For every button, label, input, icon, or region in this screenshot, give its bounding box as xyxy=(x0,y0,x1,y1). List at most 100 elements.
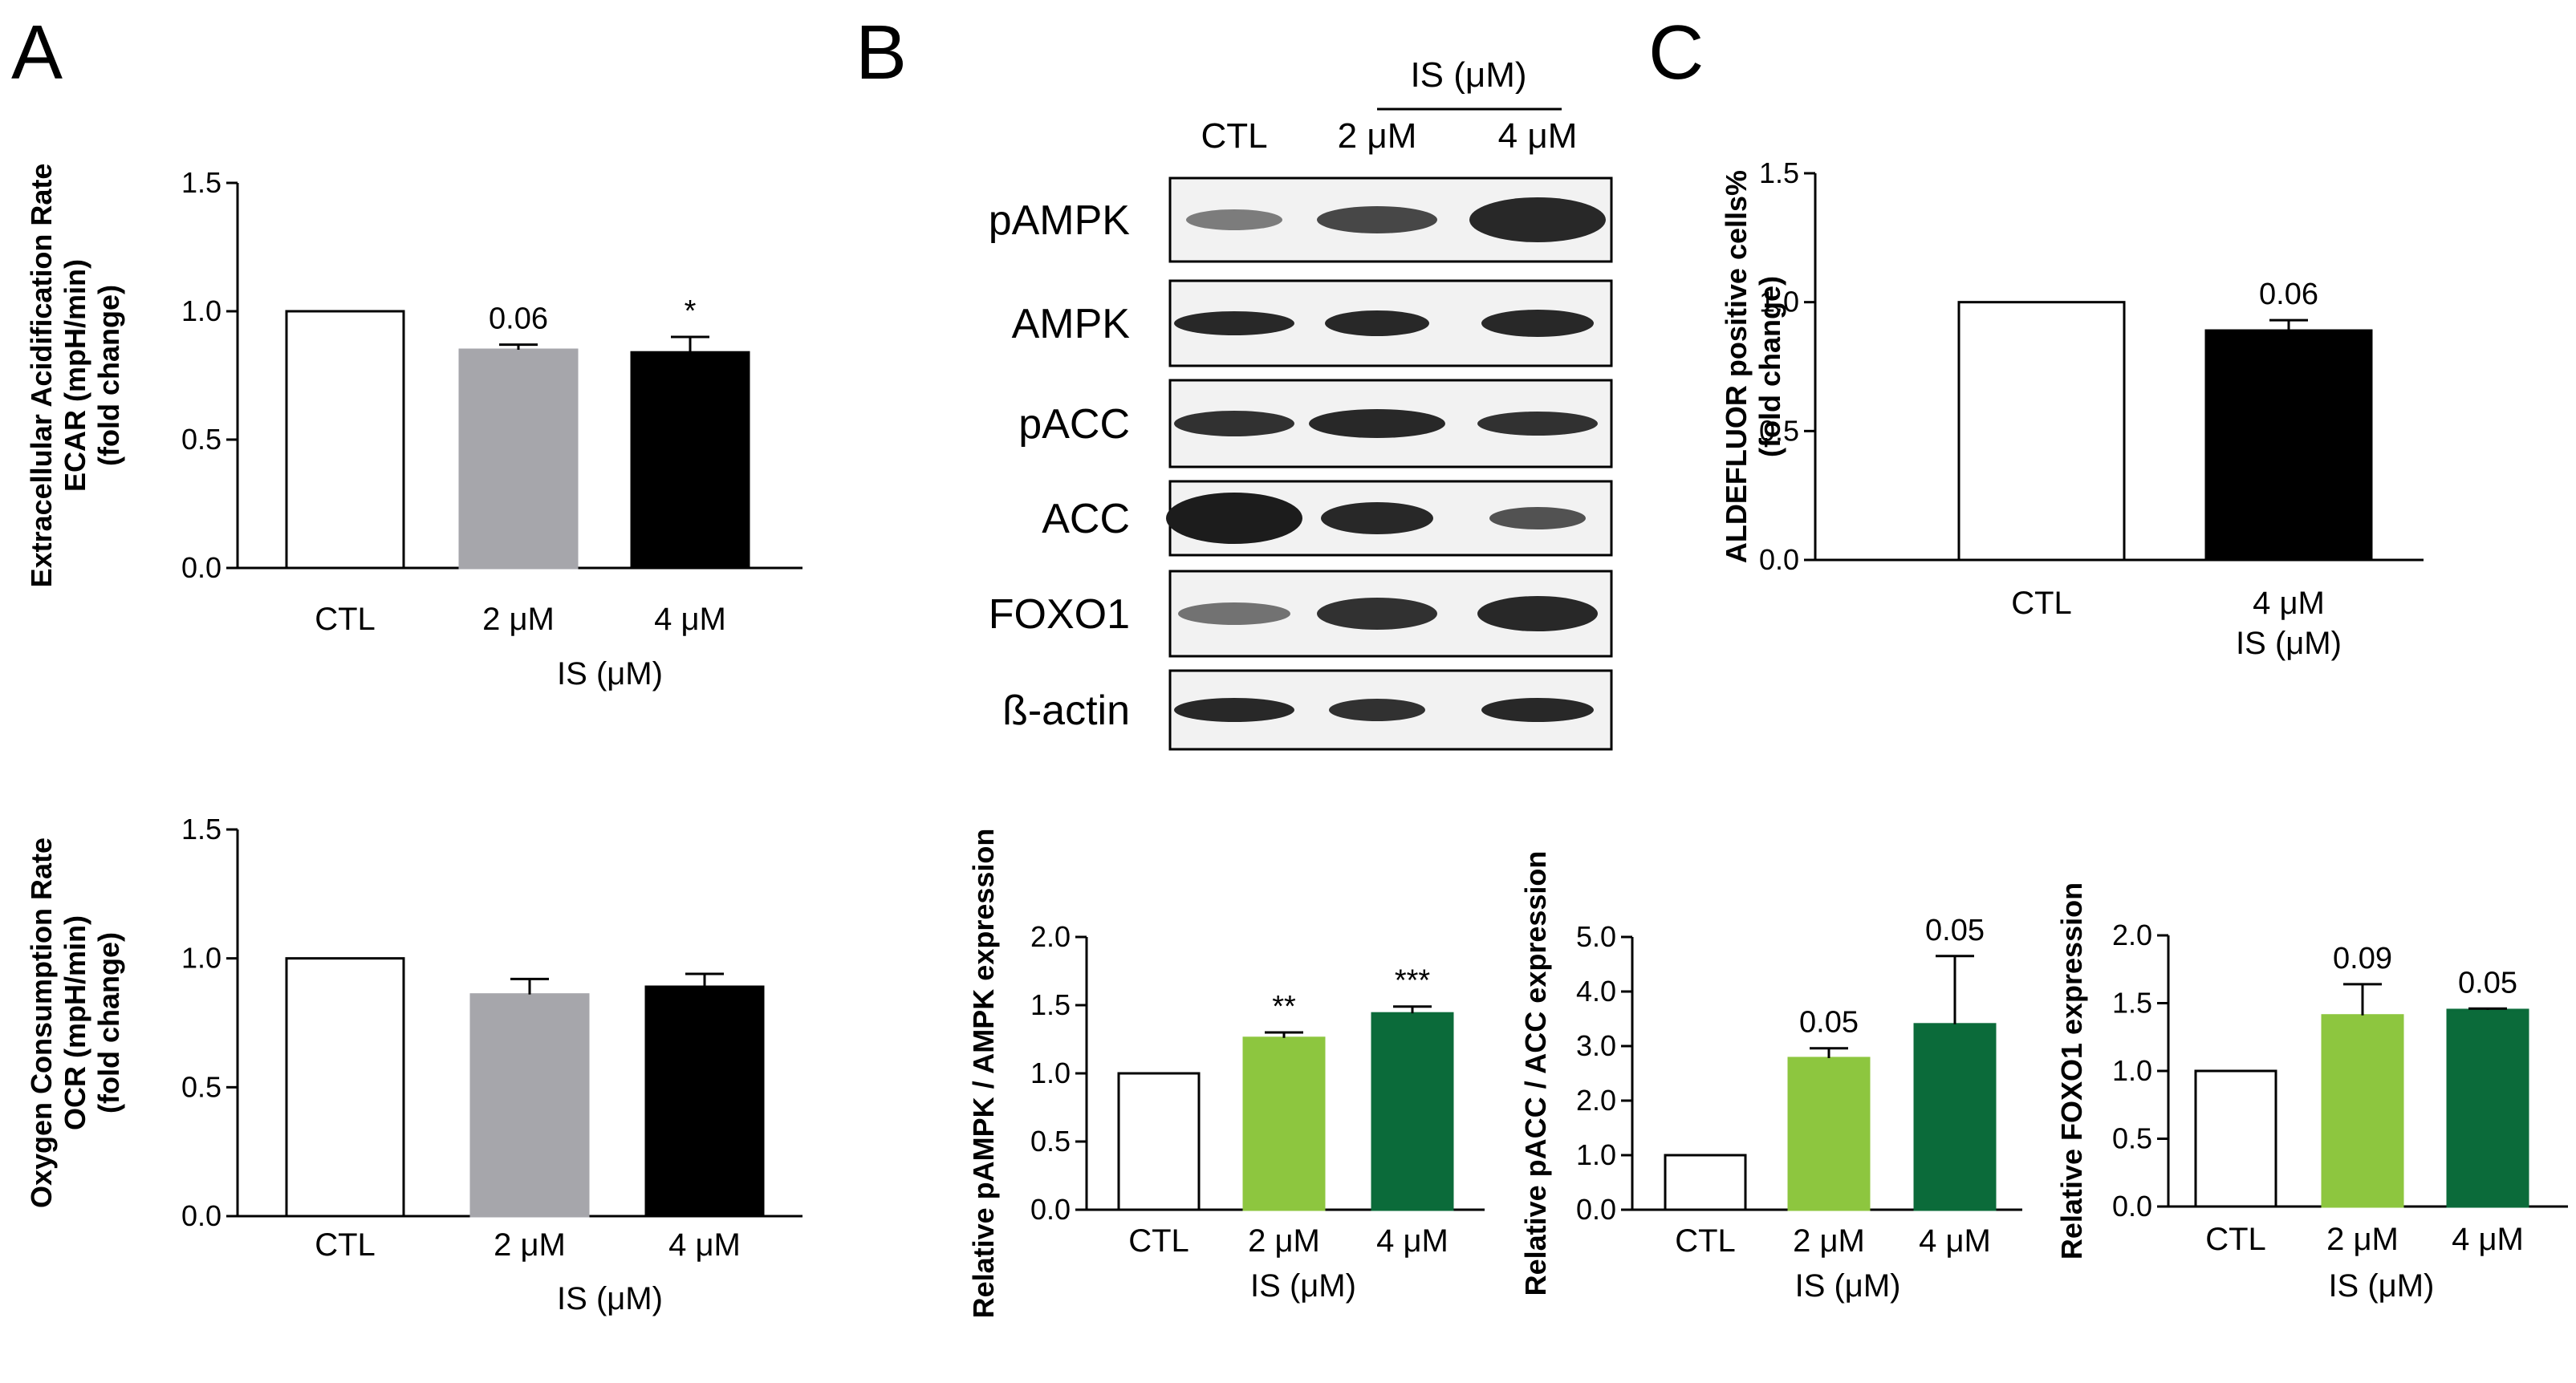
bar xyxy=(1787,1057,1871,1211)
y-tick-label: 3.0 xyxy=(1576,1029,1616,1062)
blot-group-label: IS (μM) xyxy=(1410,55,1526,95)
blot-row-label: pAMPK xyxy=(989,197,1131,244)
chart-pampk: 0.0 0.5 1.0 1.5 2.0 Relative pAMPK / AMPK exp… xyxy=(967,829,1485,1319)
y-tick-label: 0.0 xyxy=(1759,543,1799,576)
blot-row-label: ß-actin xyxy=(1002,687,1130,734)
y-tick-label: 4.0 xyxy=(1576,975,1616,1008)
blot-row: AMPK xyxy=(1012,279,1613,367)
blot-row: ACC xyxy=(1042,480,1613,557)
y-tick-label: 0.5 xyxy=(181,423,221,456)
y-tick-label: 0.0 xyxy=(1030,1193,1071,1226)
y-tick-label: 0.0 xyxy=(1576,1193,1616,1226)
category-label: 4 μM xyxy=(668,1227,741,1263)
blot-band xyxy=(1481,698,1594,722)
blot-row-label: ACC xyxy=(1042,496,1130,542)
blot-row: pAMPK xyxy=(989,176,1613,263)
blot-band xyxy=(1317,598,1437,630)
y-tick-label: 0.0 xyxy=(2112,1190,2152,1223)
category-label: 4 μM xyxy=(1376,1223,1448,1259)
blot-band xyxy=(1317,206,1437,233)
category-label: CTL xyxy=(2011,586,2072,621)
y-axis-title: Relative pAMPK / AMPK expression xyxy=(967,829,1000,1319)
y-tick-label: 0.5 xyxy=(1759,414,1799,447)
category-label: 4 μM xyxy=(654,602,726,637)
blot-band xyxy=(1174,311,1294,335)
category-label: CTL xyxy=(315,602,376,637)
y-tick-label: 1.0 xyxy=(181,942,221,975)
y-axis-title: Oxygen Consumption Rate xyxy=(25,838,58,1208)
bar xyxy=(644,985,765,1218)
bar xyxy=(1664,1154,1747,1211)
bar xyxy=(1117,1072,1201,1211)
y-axis-title: Extracellular Acidification Rate xyxy=(25,164,58,588)
blot-band xyxy=(1481,310,1594,337)
bar xyxy=(1913,1023,1997,1211)
x-axis-title: IS (μM) xyxy=(2328,1268,2434,1304)
bar xyxy=(630,351,750,570)
data-annotation: *** xyxy=(1395,964,1431,998)
western-blot: IS (μM) CTL 2 μM 4 μM pAMPK AMPK pACC ACC FOXO… xyxy=(989,55,1613,751)
y-axis-title: (fold change) xyxy=(92,932,125,1113)
y-tick-label: 5.0 xyxy=(1576,920,1616,953)
bar xyxy=(469,993,590,1218)
blot-band xyxy=(1178,602,1290,625)
data-annotation: 0.06 xyxy=(489,302,548,336)
category-label: CTL xyxy=(1128,1223,1189,1259)
y-axis-title: Relative pACC / ACC expression xyxy=(1519,851,1552,1296)
category-label: CTL xyxy=(1675,1223,1736,1259)
blot-row-label: AMPK xyxy=(1012,301,1131,347)
category-label: 2 μM xyxy=(1793,1223,1865,1259)
y-tick-label: 1.0 xyxy=(1030,1057,1071,1089)
category-label: 4 μM xyxy=(2253,586,2325,621)
panel-letter-a: A xyxy=(11,10,63,95)
bar xyxy=(285,957,405,1218)
blot-lane-label: CTL xyxy=(1201,116,1267,156)
blot-row: FOXO1 xyxy=(989,570,1613,658)
category-label: 2 μM xyxy=(1248,1223,1320,1259)
chart-ecar: 0.0 0.5 1.0 1.5 Extracellular Acidification … xyxy=(25,164,802,692)
chart-pacc: 0.0 1.0 2.0 3.0 4.0 5.0 Relative pACC / ACC ex… xyxy=(1519,851,2022,1304)
category-label: 4 μM xyxy=(1919,1223,1991,1259)
category-label: 2 μM xyxy=(2326,1222,2399,1257)
bar xyxy=(1957,301,2126,562)
data-annotation: 0.05 xyxy=(2458,966,2517,1000)
category-label: 2 μM xyxy=(494,1227,566,1263)
bar xyxy=(285,310,405,570)
blot-band xyxy=(1477,412,1598,436)
category-label: CTL xyxy=(315,1227,376,1263)
data-annotation: ** xyxy=(1272,990,1296,1024)
data-annotation: 0.06 xyxy=(2259,278,2318,311)
y-tick-label: 1.5 xyxy=(181,166,221,199)
blot-band xyxy=(1174,411,1294,436)
y-tick-label: 1.5 xyxy=(1030,988,1071,1021)
y-tick-label: 1.5 xyxy=(181,813,221,846)
chart-ocr: 0.0 0.5 1.0 1.5 Oxygen Consumption Rate OCR (… xyxy=(25,813,802,1316)
category-label: CTL xyxy=(2205,1222,2266,1257)
y-tick-label: 0.5 xyxy=(1030,1125,1071,1158)
blot-band xyxy=(1166,493,1302,544)
y-tick-label: 0.5 xyxy=(181,1070,221,1103)
x-axis-title: IS (μM) xyxy=(1250,1268,1356,1304)
y-axis-title: (fold change) xyxy=(1753,276,1786,457)
y-tick-label: 2.0 xyxy=(2112,919,2152,951)
blot-band xyxy=(1321,502,1433,534)
bar xyxy=(2446,1008,2529,1208)
bar xyxy=(2321,1014,2404,1208)
y-axis-title: OCR (mpH/min) xyxy=(59,915,91,1130)
data-annotation: * xyxy=(685,294,697,328)
panel-letter-c: C xyxy=(1648,10,1704,95)
data-annotation: 0.05 xyxy=(1799,1006,1859,1040)
blot-band xyxy=(1174,698,1294,722)
y-tick-label: 1.0 xyxy=(1759,286,1799,318)
category-label: 4 μM xyxy=(2452,1222,2524,1257)
y-axis-title: Relative FOXO1 expression xyxy=(2055,882,2088,1259)
y-tick-label: 1.0 xyxy=(181,294,221,327)
blot-row-label: FOXO1 xyxy=(989,591,1130,638)
blot-band xyxy=(1477,596,1598,631)
bar xyxy=(2204,329,2373,562)
bar xyxy=(1242,1036,1326,1211)
blot-band xyxy=(1325,310,1429,336)
y-tick-label: 0.0 xyxy=(181,1199,221,1232)
blot-row-label: pACC xyxy=(1018,401,1130,448)
